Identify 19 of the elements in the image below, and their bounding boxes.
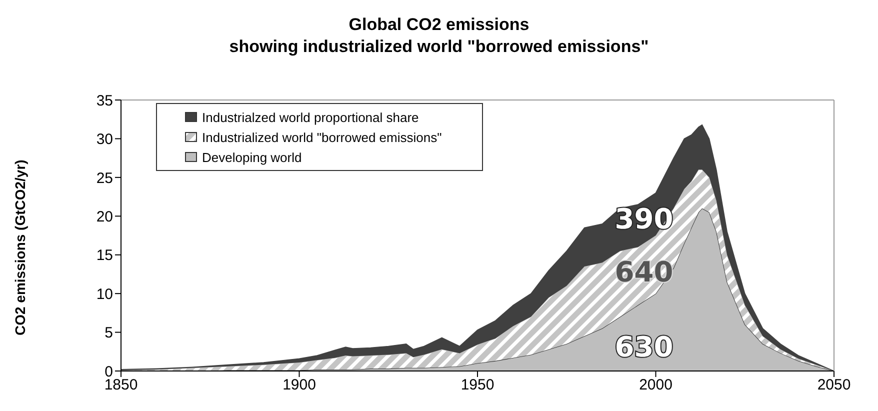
x-tick-label: 1900 [282,376,316,394]
legend-label: Developing world [202,150,302,164]
y-tick-label: 20 [96,208,113,226]
y-tick-label: 10 [96,286,113,303]
x-tick-label: 1950 [460,376,494,394]
annotation: 630 [614,330,674,364]
x-tick-label: 2000 [639,376,672,394]
y-tick-label: 35 [96,92,113,110]
y-tick-label: 30 [96,131,113,148]
y-tick-label: 25 [96,170,113,187]
annotation: 640 [614,256,674,288]
y-tick-label: 5 [104,324,113,342]
chart-subtitle: showing industrialized world "borrowed emissions" [228,36,650,58]
x-tick-label: 2050 [817,376,851,394]
y-axis-title: CO2 emissions (GtCO2/yr) [12,160,28,336]
y-tick-label: 15 [96,247,113,264]
legend-label: Industrialzed world proportional share [202,110,419,124]
chart-title: Global CO2 emissions [348,14,530,36]
legend-label: Industrialized world "borrowed emissions" [202,130,442,144]
